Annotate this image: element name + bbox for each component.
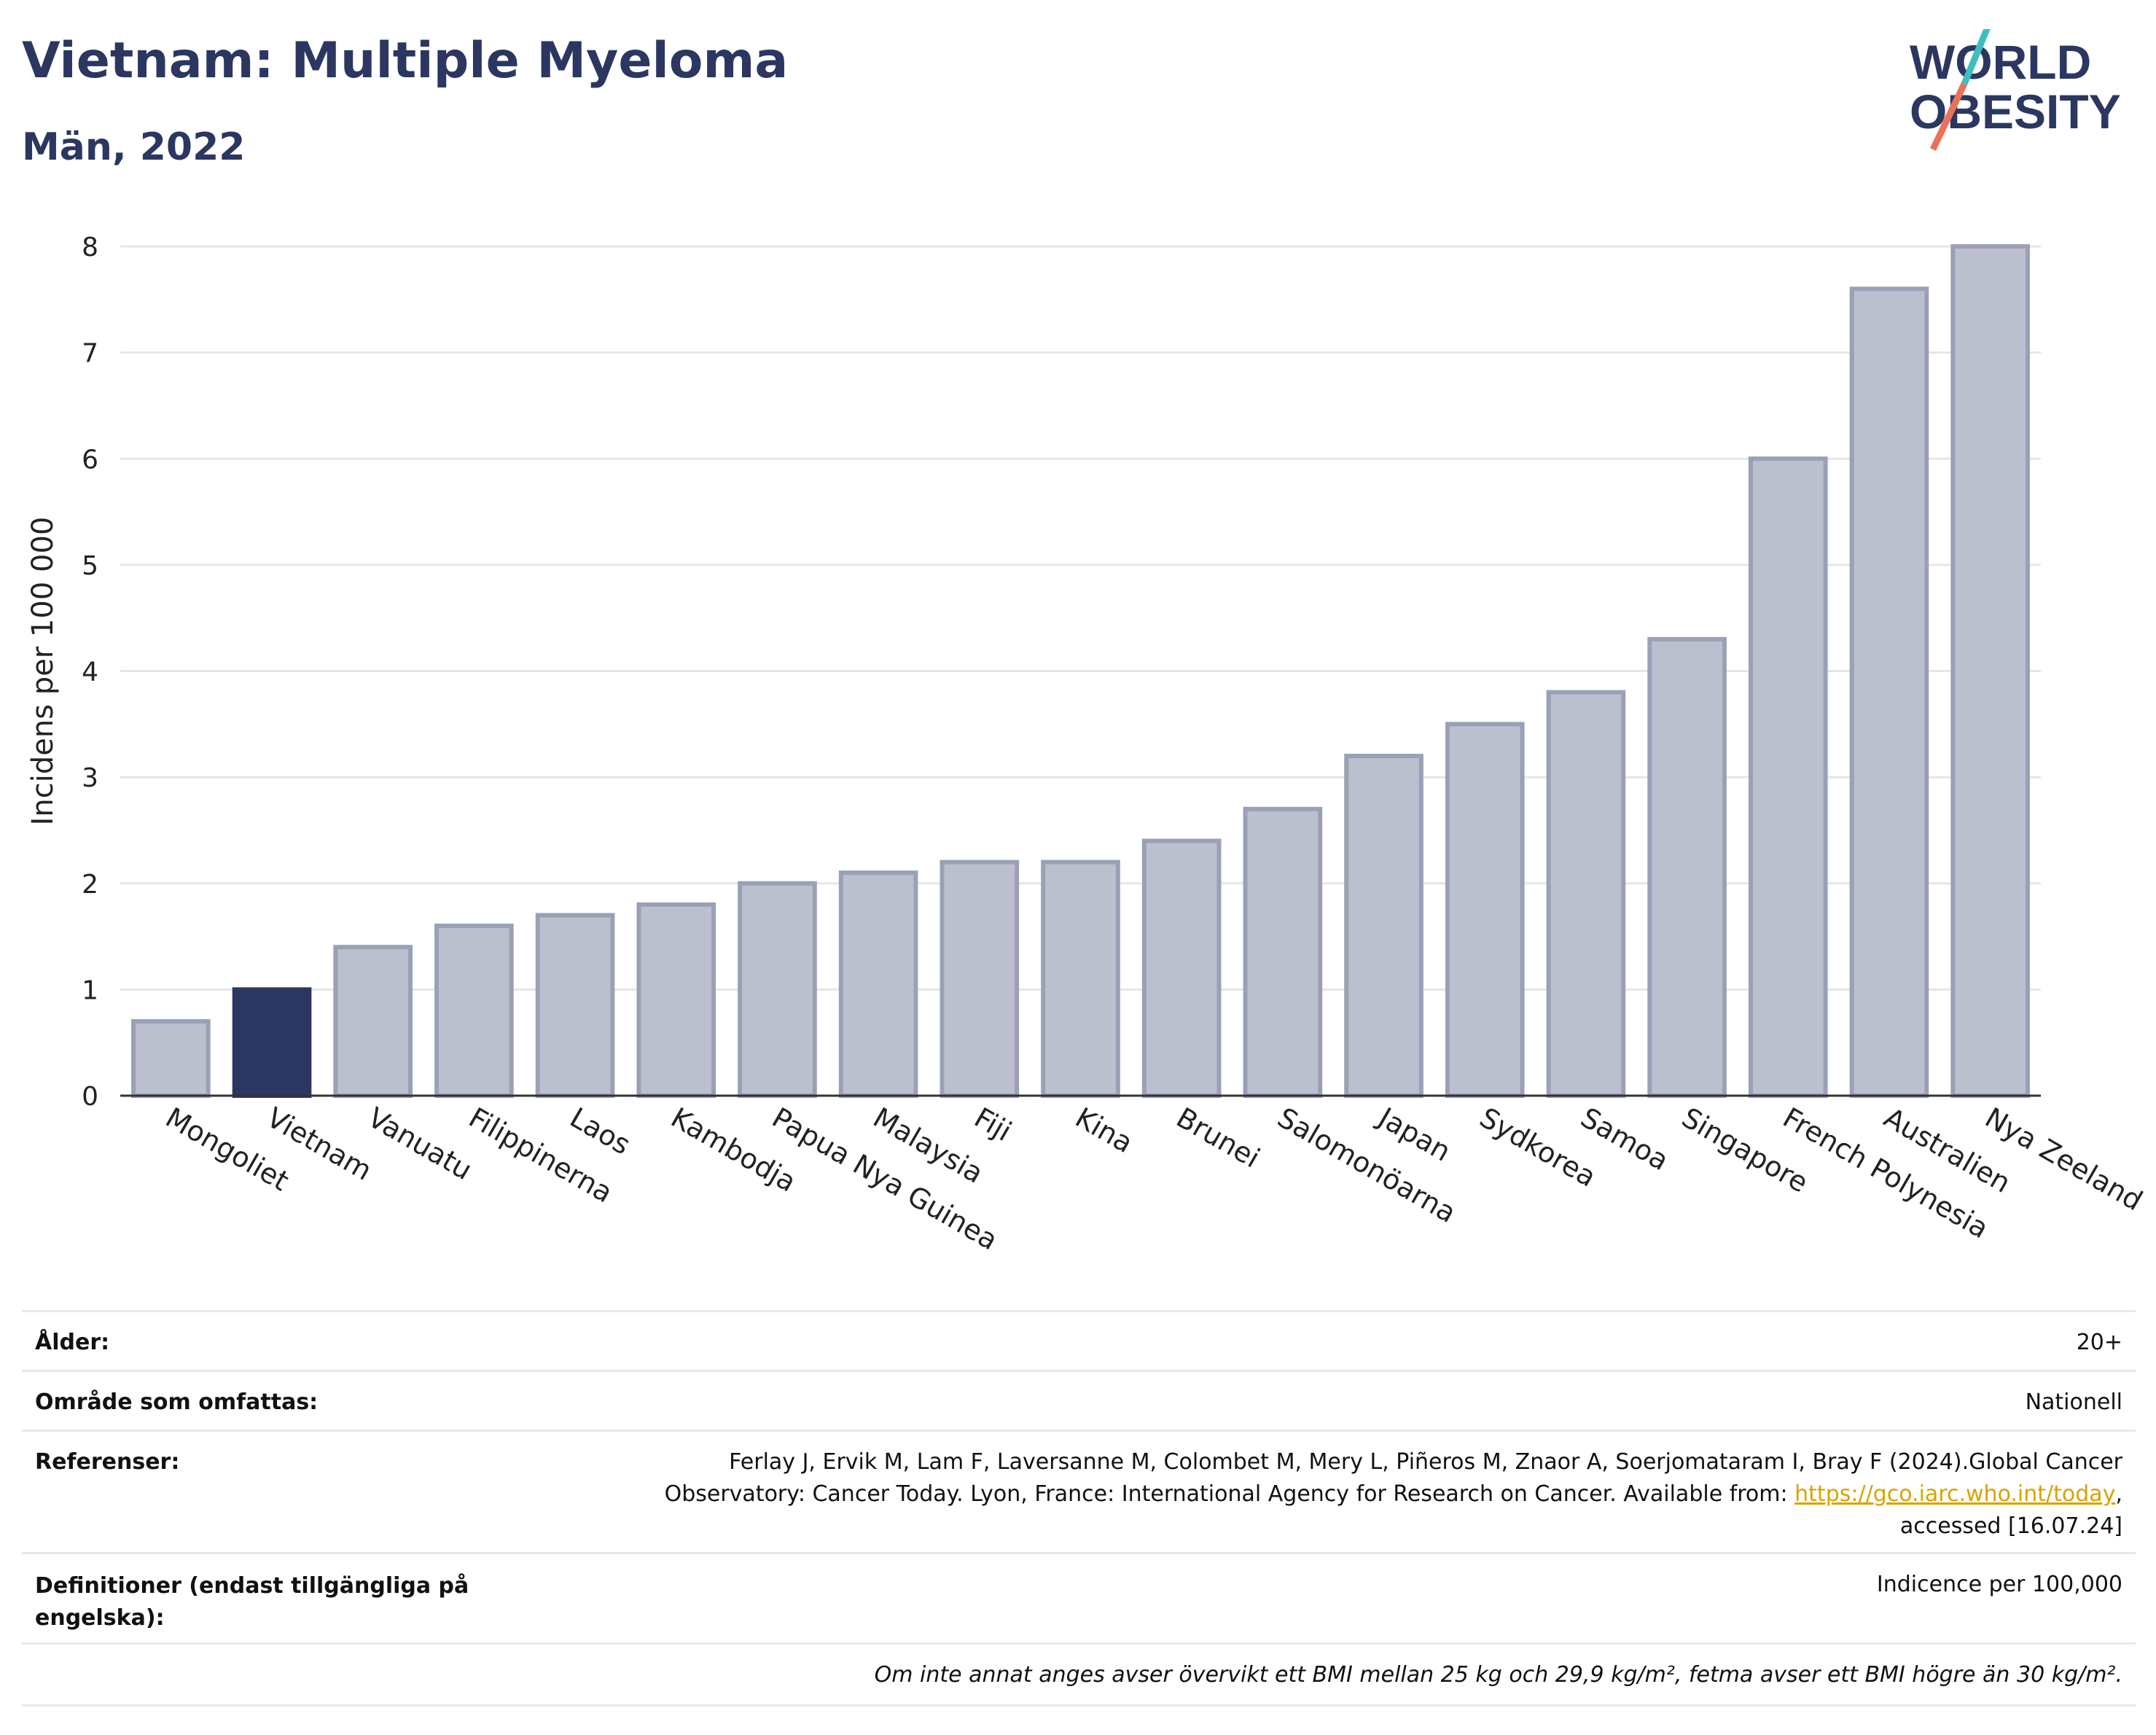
bar-filippinerna <box>434 924 514 1098</box>
reference-link[interactable]: https://gco.iarc.who.int/today <box>1794 1481 2116 1507</box>
bar-vietnam <box>232 987 312 1098</box>
bar-vanuatu <box>333 945 413 1098</box>
age-label: Ålder: <box>35 1330 110 1355</box>
row-note: Om inte annat anges avser övervikt ett B… <box>22 1642 2136 1707</box>
reference-line-2-text: Observatory: Cancer Today. Lyon, France:… <box>664 1481 1795 1507</box>
x-tick-label: Salomonöarna <box>1272 1102 1461 1229</box>
y-axis-label: Incidens per 100 000 <box>26 517 60 826</box>
y-tick-label: 8 <box>82 233 98 262</box>
bars <box>131 244 2030 1098</box>
bar-japan <box>1344 754 1423 1098</box>
x-tick-label: Fiji <box>969 1102 1017 1147</box>
page-subtitle: Män, 2022 <box>22 125 246 169</box>
bar-laos <box>535 913 615 1098</box>
definitions-label-line-1: Definitioner (endast tillgängliga på <box>35 1573 469 1599</box>
row-references: Referenser: Ferlay J, Ervik M, Lam F, La… <box>22 1430 2136 1554</box>
bar-kina <box>1041 859 1120 1098</box>
references-label: Referenser: <box>35 1449 180 1475</box>
reference-line-3: accessed [16.07.24] <box>1899 1513 2122 1539</box>
bar-samoa <box>1546 690 1626 1098</box>
bar-french-polynesia <box>1748 456 1828 1098</box>
area-value: Nationell <box>2025 1389 2122 1415</box>
x-tick-label: Vanuatu <box>362 1102 477 1186</box>
y-tick-label: 1 <box>82 975 98 1005</box>
bar-singapore <box>1647 636 1727 1098</box>
row-definitions: Definitioner (endast tillgängliga på eng… <box>22 1552 2136 1645</box>
bar-malaysia <box>838 870 918 1098</box>
bar-chart: 0 1 2 3 4 5 6 7 8 MongolietVietnamVanuatuFilippi… <box>26 233 2148 1257</box>
bar-salomon-arna <box>1243 806 1323 1098</box>
row-area: Område som omfattas: Nationell <box>22 1370 2136 1432</box>
y-tick-label: 3 <box>82 763 98 793</box>
x-tick-label: Kina <box>1070 1102 1138 1160</box>
bar-australien <box>1849 286 1929 1098</box>
bar-fiji <box>940 859 1020 1098</box>
logo-slash-red <box>1929 82 1968 151</box>
x-tick-label: Sydkorea <box>1475 1102 1602 1193</box>
reference-line-2: Observatory: Cancer Today. Lyon, France:… <box>665 1478 2122 1510</box>
age-value: 20+ <box>2076 1330 2122 1355</box>
bar-nya-zeeland <box>1950 244 2030 1098</box>
bar-papua-nya-guinea <box>738 881 817 1098</box>
logo-slash-teal <box>1961 29 1991 85</box>
area-label: Område som omfattas: <box>35 1389 319 1415</box>
bar-sydkorea <box>1445 722 1525 1098</box>
x-tick-label: Laos <box>565 1102 636 1161</box>
page-title: Vietnam: Multiple Myeloma <box>22 32 789 90</box>
reference-line-1: Ferlay J, Ervik M, Lam F, Laversanne M, … <box>729 1449 2122 1475</box>
y-tick-label: 2 <box>82 870 98 900</box>
world-obesity-logo: WORLD OBESITY <box>1910 29 2121 151</box>
row-age: Ålder: 20+ <box>22 1310 2136 1372</box>
bmi-note: Om inte annat anges avser övervikt ett B… <box>874 1662 2122 1688</box>
x-tick-label: Brunei <box>1171 1102 1265 1174</box>
reference-line-2-end: , <box>2115 1481 2122 1507</box>
bar-mongoliet <box>131 1019 211 1098</box>
y-tick-label: 7 <box>82 339 98 369</box>
y-tick-label: 0 <box>82 1082 98 1112</box>
y-tick-label: 5 <box>82 551 98 581</box>
y-axis-ticks: 0 1 2 3 4 5 6 7 8 <box>82 233 98 1112</box>
logo-text-world: WORLD <box>1910 35 2091 89</box>
bar-brunei <box>1141 838 1222 1098</box>
definitions-label-line-2: engelska): <box>35 1605 165 1631</box>
x-tick-label: Nya Zeeland <box>1980 1102 2148 1217</box>
definitions-label: Definitioner (endast tillgängliga på eng… <box>35 1570 469 1634</box>
references-value: Ferlay J, Ervik M, Lam F, Laversanne M, … <box>665 1446 2122 1543</box>
definitions-value: Indicence per 100,000 <box>1876 1572 2122 1597</box>
y-tick-label: 4 <box>82 658 98 687</box>
bar-kambodja <box>636 902 716 1098</box>
y-tick-label: 6 <box>82 445 98 475</box>
